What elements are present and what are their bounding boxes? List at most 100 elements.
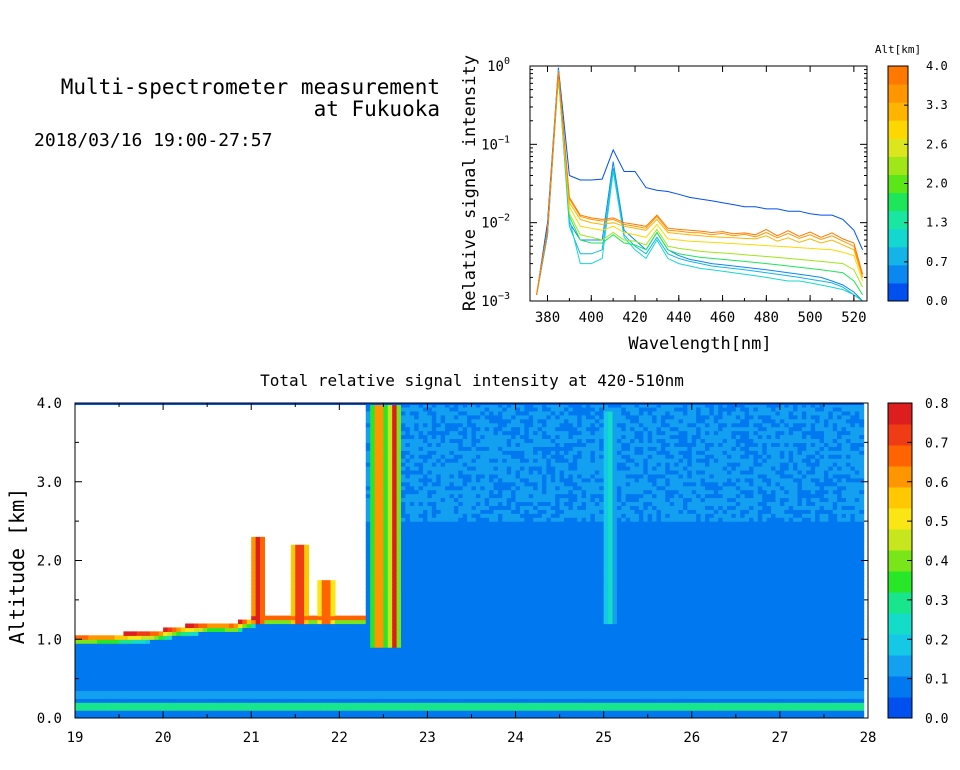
heatmap-cell bbox=[462, 588, 468, 593]
heatmap-cell bbox=[436, 485, 442, 491]
heatmap-cell bbox=[445, 611, 451, 617]
heatmap-cell bbox=[493, 513, 499, 518]
heatmap-cell bbox=[471, 572, 477, 577]
heatmap-cell bbox=[352, 615, 358, 621]
heatmap-cell bbox=[440, 619, 446, 625]
heatmap-cell bbox=[260, 658, 266, 664]
spectrum-line-3 bbox=[536, 69, 863, 301]
heatmap-cell bbox=[383, 584, 389, 589]
heatmap-cell bbox=[171, 643, 177, 648]
heatmap-cell bbox=[374, 414, 380, 420]
heatmap-cell bbox=[431, 529, 437, 534]
heatmap-cell bbox=[383, 694, 389, 699]
heatmap-cell bbox=[462, 643, 468, 648]
heatmap-cell bbox=[378, 513, 384, 518]
heatmap-cell bbox=[480, 560, 486, 566]
heatmap-cell bbox=[154, 690, 160, 695]
heatmap-cell bbox=[462, 552, 468, 558]
heatmap-chart: Total relative signal intensity at 420-5… bbox=[5, 371, 949, 746]
heatmap-cell bbox=[467, 631, 473, 636]
heatmap-cell bbox=[224, 678, 230, 684]
heatmap-cell bbox=[405, 623, 411, 629]
heatmap-cell bbox=[370, 639, 376, 644]
heatmap-cell bbox=[519, 493, 525, 499]
heatmap-cell bbox=[471, 540, 477, 546]
heatmap-cell bbox=[396, 450, 402, 455]
heatmap-cell bbox=[462, 477, 468, 483]
heatmap-cell bbox=[484, 690, 490, 695]
heatmap-cell bbox=[506, 430, 512, 436]
heatmap-cell bbox=[123, 694, 129, 699]
heatmap-cell bbox=[374, 647, 380, 652]
heatmap-cell bbox=[515, 505, 521, 510]
heatmap-cell bbox=[286, 631, 292, 636]
heatmap-cell bbox=[387, 485, 393, 491]
heatmap-cell bbox=[431, 560, 437, 566]
heatmap-cell bbox=[528, 694, 534, 699]
heatmap-cell bbox=[427, 552, 433, 558]
heatmap-cell bbox=[370, 438, 376, 443]
heatmap-cell bbox=[423, 694, 429, 699]
heatmap-cell bbox=[471, 619, 477, 625]
heatmap-cell bbox=[110, 698, 116, 703]
heatmap-cell bbox=[519, 580, 525, 585]
heatmap-cell bbox=[334, 639, 340, 644]
heatmap-cell bbox=[273, 639, 279, 644]
heatmap-cell bbox=[511, 497, 517, 503]
heatmap-cell bbox=[392, 466, 398, 471]
heatmap-cell bbox=[215, 647, 221, 652]
heatmap-cell bbox=[295, 584, 301, 589]
heatmap-cell bbox=[471, 686, 477, 692]
heatmap-cell bbox=[414, 627, 420, 632]
heatmap-cell bbox=[524, 639, 530, 644]
heatmap-cell bbox=[489, 497, 495, 503]
heatmap-cell bbox=[401, 627, 407, 632]
heatmap-cell bbox=[282, 651, 288, 656]
heatmap-cell bbox=[348, 674, 354, 680]
heatmap-cell bbox=[378, 588, 384, 593]
heatmap-cell bbox=[440, 521, 446, 526]
heatmap-cell bbox=[330, 631, 336, 636]
heatmap-cell bbox=[268, 698, 274, 703]
heatmap-cell bbox=[414, 694, 420, 699]
heatmap-cell bbox=[268, 666, 274, 672]
heatmap-cell bbox=[493, 473, 499, 479]
heatmap-cell bbox=[497, 477, 503, 483]
heatmap-cell bbox=[471, 694, 477, 699]
heatmap-cell bbox=[458, 450, 464, 455]
heatmap-cell bbox=[171, 662, 177, 668]
heatmap-cell bbox=[489, 619, 495, 625]
heatmap-cell bbox=[88, 714, 94, 718]
heatmap-cell bbox=[180, 714, 186, 718]
heatmap-cell bbox=[445, 631, 451, 636]
heatmap-cell bbox=[145, 670, 151, 676]
heatmap-cell bbox=[414, 651, 420, 656]
heatmap-cell bbox=[480, 544, 486, 550]
heatmap-cell bbox=[475, 655, 481, 660]
heatmap-cell bbox=[255, 548, 261, 554]
heatmap-cell bbox=[339, 678, 345, 684]
heatmap-cell bbox=[480, 414, 486, 420]
heatmap-cell bbox=[378, 493, 384, 499]
heatmap-cell bbox=[374, 619, 380, 625]
heatmap-cell bbox=[295, 548, 301, 554]
heatmap-cell bbox=[524, 529, 530, 534]
heatmap-cell bbox=[484, 686, 490, 692]
heatmap-cell bbox=[453, 438, 459, 443]
heatmap-cell bbox=[423, 568, 429, 573]
heatmap-cell bbox=[145, 658, 151, 664]
heatmap-cell bbox=[92, 702, 98, 707]
heatmap-cell bbox=[343, 655, 349, 660]
heatmap-cell bbox=[326, 623, 332, 629]
heatmap-cell bbox=[396, 462, 402, 467]
heatmap-cell bbox=[246, 619, 252, 625]
heatmap-cell bbox=[392, 414, 398, 420]
heatmap-cell bbox=[480, 458, 486, 463]
heatmap-cell bbox=[317, 702, 323, 707]
heatmap-cell bbox=[511, 690, 517, 695]
heatmap-cell bbox=[119, 655, 125, 660]
heatmap-cell bbox=[414, 513, 420, 518]
heatmap-cell bbox=[511, 505, 517, 510]
heatmap-cell bbox=[409, 702, 415, 707]
spectrum-line-9 bbox=[536, 71, 864, 295]
